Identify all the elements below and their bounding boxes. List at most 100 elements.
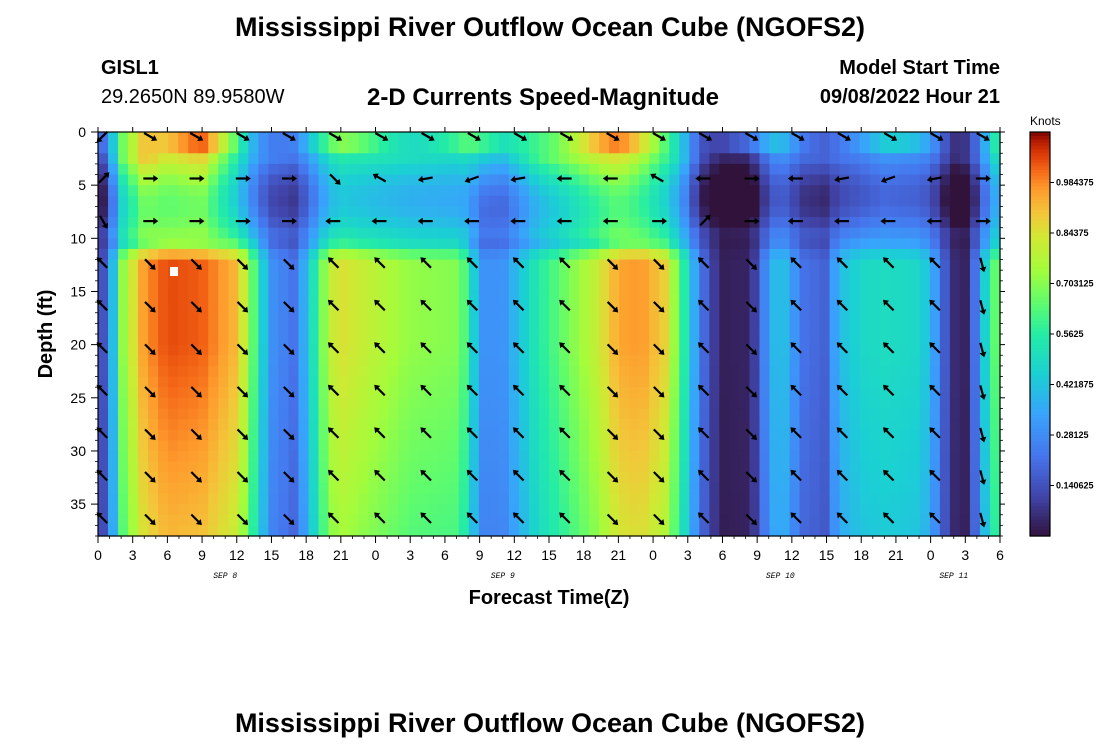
heatmap-cell xyxy=(178,217,189,229)
heatmap-cell xyxy=(839,227,851,239)
heatmap-cell xyxy=(909,355,921,367)
heatmap-cell xyxy=(348,482,360,495)
heatmap-cell xyxy=(989,206,1001,218)
heatmap-cell xyxy=(218,376,229,388)
heatmap-cell xyxy=(488,504,500,516)
heatmap-cell xyxy=(348,334,360,346)
heatmap-cell xyxy=(699,376,710,388)
heatmap-cell xyxy=(849,227,861,239)
heatmap-cell xyxy=(348,312,360,324)
heatmap-cell xyxy=(739,323,751,335)
current-arrow xyxy=(327,512,340,524)
heatmap-cell xyxy=(719,174,730,186)
colorbar-tick-label: 0.28125 xyxy=(1056,430,1089,440)
heatmap-cell xyxy=(248,302,259,314)
heatmap-cell xyxy=(599,270,610,282)
heatmap-cell xyxy=(398,514,410,526)
heatmap-cell xyxy=(849,259,861,271)
heatmap-cell xyxy=(318,206,330,218)
heatmap-cell xyxy=(879,227,891,239)
heatmap-cell xyxy=(398,440,410,452)
heatmap-cell xyxy=(969,259,981,271)
current-arrow xyxy=(606,513,619,526)
heatmap-cell xyxy=(849,450,861,463)
heatmap-cell xyxy=(559,376,570,388)
heatmap-cell xyxy=(308,387,320,399)
heatmap-cell xyxy=(158,238,169,250)
heatmap-cell xyxy=(488,248,500,261)
heatmap-cell xyxy=(208,461,219,473)
heatmap-cell xyxy=(208,291,219,303)
heatmap-cell xyxy=(368,482,380,495)
heatmap-cell xyxy=(178,525,189,537)
colorbar-swatch xyxy=(1030,391,1050,396)
heatmap-cell xyxy=(168,376,179,388)
heatmap-cell xyxy=(278,472,290,484)
heatmap-cell xyxy=(979,355,991,367)
heatmap-cell xyxy=(438,482,450,495)
heatmap-cell xyxy=(388,248,400,261)
heatmap-cell xyxy=(639,312,650,324)
heatmap-cell xyxy=(118,365,129,378)
colorbar-swatch xyxy=(1030,374,1050,379)
heatmap-cell xyxy=(929,397,941,410)
heatmap-cell xyxy=(629,238,640,250)
heatmap-cell xyxy=(799,461,811,473)
heatmap-cell xyxy=(569,450,580,463)
heatmap-cell xyxy=(428,312,440,324)
heatmap-cell xyxy=(438,270,450,282)
heatmap-cell xyxy=(609,142,620,154)
heatmap-cell xyxy=(388,355,400,367)
heatmap-cell xyxy=(448,206,460,218)
heatmap-cell xyxy=(569,217,580,229)
heatmap-cell xyxy=(749,291,761,303)
heatmap-cell xyxy=(128,387,139,399)
heatmap-cell xyxy=(408,472,420,484)
heatmap-cell xyxy=(278,142,290,154)
heatmap-cell xyxy=(288,185,300,197)
colorbar-swatch xyxy=(1030,401,1050,406)
heatmap-cell xyxy=(769,408,781,420)
heatmap-cell xyxy=(659,429,670,441)
heatmap-cell xyxy=(258,312,269,324)
heatmap-cell xyxy=(819,174,831,186)
heatmap-cell xyxy=(328,334,340,346)
heatmap-cell xyxy=(388,514,400,526)
heatmap-cell xyxy=(118,525,129,537)
heatmap-cell xyxy=(468,525,480,537)
heatmap-cell xyxy=(218,323,229,335)
heatmap-cell xyxy=(178,302,189,314)
heatmap-cell xyxy=(989,472,1001,484)
colorbar-tick-label: 0.140625 xyxy=(1056,481,1094,491)
heatmap-cell xyxy=(148,195,159,208)
heatmap-cell xyxy=(749,440,761,452)
heatmap-cell xyxy=(729,185,741,197)
heatmap-cell xyxy=(969,440,981,452)
colorbar-swatch xyxy=(1030,404,1050,409)
colorbar-swatch xyxy=(1030,179,1050,184)
heatmap-cell xyxy=(719,450,730,463)
heatmap-cell xyxy=(498,132,510,144)
heatmap-cell xyxy=(198,482,209,495)
heatmap-cell xyxy=(358,291,370,303)
heatmap-cell xyxy=(408,185,420,197)
current-arrow xyxy=(559,469,571,482)
heatmap-cell xyxy=(559,344,570,356)
heatmap-cell xyxy=(268,217,279,229)
heatmap-cell xyxy=(188,334,199,346)
heatmap-cell xyxy=(799,163,811,176)
heatmap-cell xyxy=(889,280,901,293)
heatmap-cell xyxy=(839,482,851,495)
heatmap-cell xyxy=(188,142,199,154)
current-arrow xyxy=(143,175,159,182)
heatmap-cell xyxy=(398,238,410,250)
heatmap-cell xyxy=(498,291,510,303)
heatmap-cell xyxy=(759,482,771,495)
heatmap-cell xyxy=(549,248,560,261)
heatmap-cell xyxy=(318,450,330,463)
heatmap-cell xyxy=(388,450,400,463)
heatmap-cell xyxy=(949,334,961,346)
heatmap-cell xyxy=(408,397,420,410)
heatmap-cell xyxy=(679,185,690,197)
heatmap-cell xyxy=(609,504,620,516)
